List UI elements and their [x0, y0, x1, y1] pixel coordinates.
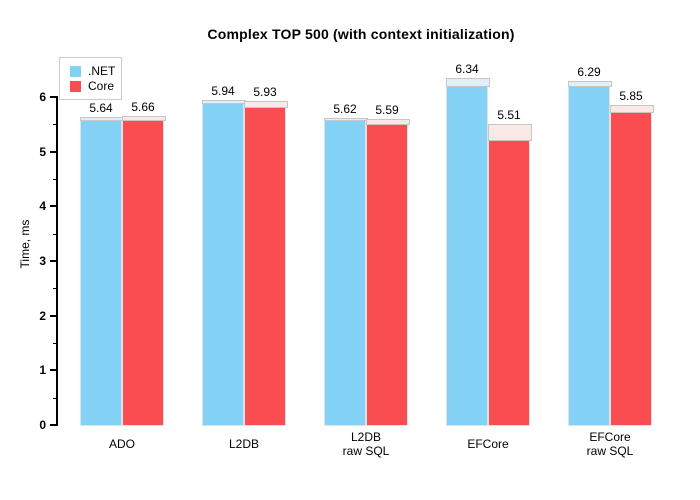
y-tick [50, 95, 58, 98]
bar-value-label: 6.34 [455, 62, 479, 77]
legend-item: .NET [70, 65, 121, 77]
legend-label: .NET [88, 64, 116, 78]
x-category-label: ADO [108, 437, 135, 451]
bar [202, 100, 246, 426]
y-tick-label: 0 [39, 418, 46, 432]
bar-value-label: 5.59 [375, 103, 399, 118]
y-tick [50, 150, 58, 153]
y-tick-label: 2 [39, 308, 46, 323]
bar [366, 119, 410, 426]
y-minor-tick [53, 343, 58, 344]
legend: .NET Core [59, 57, 122, 100]
bar [244, 100, 288, 426]
bar-range-cap [366, 119, 410, 126]
y-tick-label: 3 [39, 253, 46, 268]
bar-range-cap [244, 100, 288, 108]
y-tick [50, 205, 58, 208]
y-tick [50, 424, 58, 426]
legend-item: Core [70, 80, 121, 92]
y-minor-tick [53, 398, 58, 399]
y-minor-tick [53, 124, 58, 125]
chart-title: Complex TOP 500 (with context initializa… [207, 26, 515, 42]
bar [446, 78, 490, 426]
y-minor-tick [53, 234, 58, 235]
y-tick-label: 6 [39, 89, 46, 104]
bar-value-label: 5.94 [211, 84, 235, 99]
y-tick [50, 259, 58, 262]
legend-label: Core [88, 79, 115, 93]
y-tick [50, 314, 58, 317]
bar-range-cap [202, 100, 246, 105]
bar [610, 105, 654, 426]
bar-value-label: 5.62 [333, 101, 357, 116]
bar [488, 123, 532, 426]
bar-value-label: 5.85 [619, 89, 643, 104]
x-category-label: EFCore [467, 437, 509, 451]
legend-swatch [70, 65, 81, 77]
y-minor-tick [53, 179, 58, 180]
y-tick-label: 4 [39, 199, 46, 214]
bar-range-cap [324, 117, 368, 121]
bar [568, 81, 612, 426]
y-tick-label: 1 [39, 363, 46, 378]
bar [80, 116, 124, 426]
y-tick [50, 369, 58, 372]
bar-value-label: 5.64 [89, 100, 113, 115]
x-category-label: L2DB raw SQL [342, 430, 390, 458]
bar-range-cap [446, 78, 490, 88]
bar-value-label: 5.51 [497, 107, 521, 122]
bar-range-cap [80, 116, 124, 121]
legend-swatch [70, 80, 81, 92]
y-axis-title: Time, ms [18, 219, 32, 269]
y-minor-tick [53, 288, 58, 289]
bar-value-label: 5.66 [131, 99, 155, 114]
bar-range-cap [568, 81, 612, 88]
bar-range-cap [122, 115, 166, 121]
bar [122, 115, 166, 426]
y-tick-label: 5 [39, 144, 46, 159]
bar [324, 117, 368, 426]
bar-value-label: 6.29 [577, 65, 601, 80]
x-category-label: EFCore raw SQL [586, 430, 634, 458]
bar-range-cap [610, 105, 654, 114]
bar-value-label: 5.93 [253, 84, 277, 99]
x-category-label: L2DB [228, 437, 260, 451]
bar-range-cap [488, 123, 532, 141]
